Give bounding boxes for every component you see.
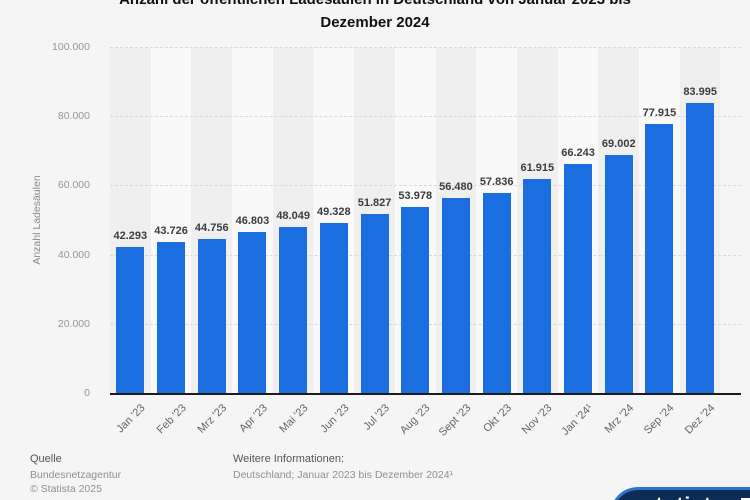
bar [645,123,674,394]
chart-title: Anzahl der öffentlichen Ladesäulen in De… [0,0,750,34]
info-text: Deutschland; Januar 2023 bis Dezember 20… [233,469,454,481]
info-block: Weitere Informationen: Deutschland; Janu… [233,453,453,482]
bar-value-label: 83.995 [683,85,717,98]
bar [604,154,633,394]
bar [523,179,552,394]
bar-value-label: 46.803 [235,214,270,227]
gridline [110,185,741,187]
bar [116,247,145,394]
chart-title-line1: Anzahl der öffentlichen Ladesäulen in De… [0,0,750,11]
x-axis-tick-label: Mrz '23 [195,402,230,436]
source-block: Quelle Bundesnetzagentur © Statista 2025 [30,453,121,496]
x-axis-tick-label: Jun '23 [318,402,352,436]
y-axis-tick-label: 40.000 [57,248,90,261]
bar-value-label: 42.293 [113,230,148,243]
statista-logo-square-icon [741,498,750,500]
bar-value-label: 77.915 [642,106,677,119]
bar [157,242,186,394]
bar-value-label: 48.049 [276,210,310,223]
x-axis-tick-label: Apr '23 [237,402,270,435]
bar-value-label: 43.726 [154,225,188,238]
x-axis-tick-label: Jan '24¹ [559,402,596,438]
x-axis-tick-label: Dez '24 [683,402,718,437]
x-axis-tick-label: Jul '23 [361,402,393,433]
statista-logo-badge: statista [610,487,750,500]
bar [401,206,430,394]
x-axis-tick-label: Aug '23 [398,402,433,437]
x-axis-line [110,392,741,395]
statista-logo-text: statista [643,494,725,500]
bar [564,164,593,394]
x-axis-tick-label: Mai '23 [277,402,311,436]
copyright-text: © Statista 2025 [30,483,102,495]
x-axis-tick-label: Nov '23 [520,402,555,437]
y-axis-tick-label: 20.000 [57,317,90,330]
chart-title-line2: Dezember 2024 [320,14,430,31]
x-axis-tick-label: Feb '23 [154,402,189,437]
bar-value-label: 69.002 [601,137,636,150]
bar-value-label: 49.328 [317,205,351,218]
bar [360,214,389,394]
bar-value-label: 66.243 [561,147,595,160]
bar [441,198,470,394]
x-axis-tick-label: Jan '23 [114,402,148,436]
x-axis-tick-label: Sept '23 [436,402,474,439]
bar-value-label: 61.915 [520,162,555,175]
source-name: Bundesnetzagentur [30,469,122,481]
source-label: Quelle [30,453,62,465]
x-axis-tick-label: Okt '23 [481,402,515,435]
y-axis-tick-label: 80.000 [57,110,90,123]
info-label: Weitere Informationen: [233,453,345,465]
y-axis-title: Anzahl Ladesäulen [31,175,43,265]
bar [238,231,267,394]
gridline [110,47,741,48]
bar-value-label: 51.827 [357,197,392,210]
bar [279,227,308,394]
bar [482,193,511,394]
x-axis-tick-label: Sep '24 [642,402,677,437]
gridline [110,116,741,118]
bar-value-label: 53.978 [398,189,433,202]
bar-value-label: 44.756 [194,221,229,234]
bar-value-label: 57.836 [479,176,514,189]
y-axis-tick-label: 60.000 [57,179,90,192]
y-axis-tick-label: 0 [84,387,90,399]
bar-value-label: 56.480 [439,181,473,194]
y-axis-tick-label: 100.000 [52,41,90,53]
bar [197,238,226,394]
bar [686,102,715,394]
bar [319,222,348,394]
x-axis-tick-label: Mrz '24 [602,402,637,436]
